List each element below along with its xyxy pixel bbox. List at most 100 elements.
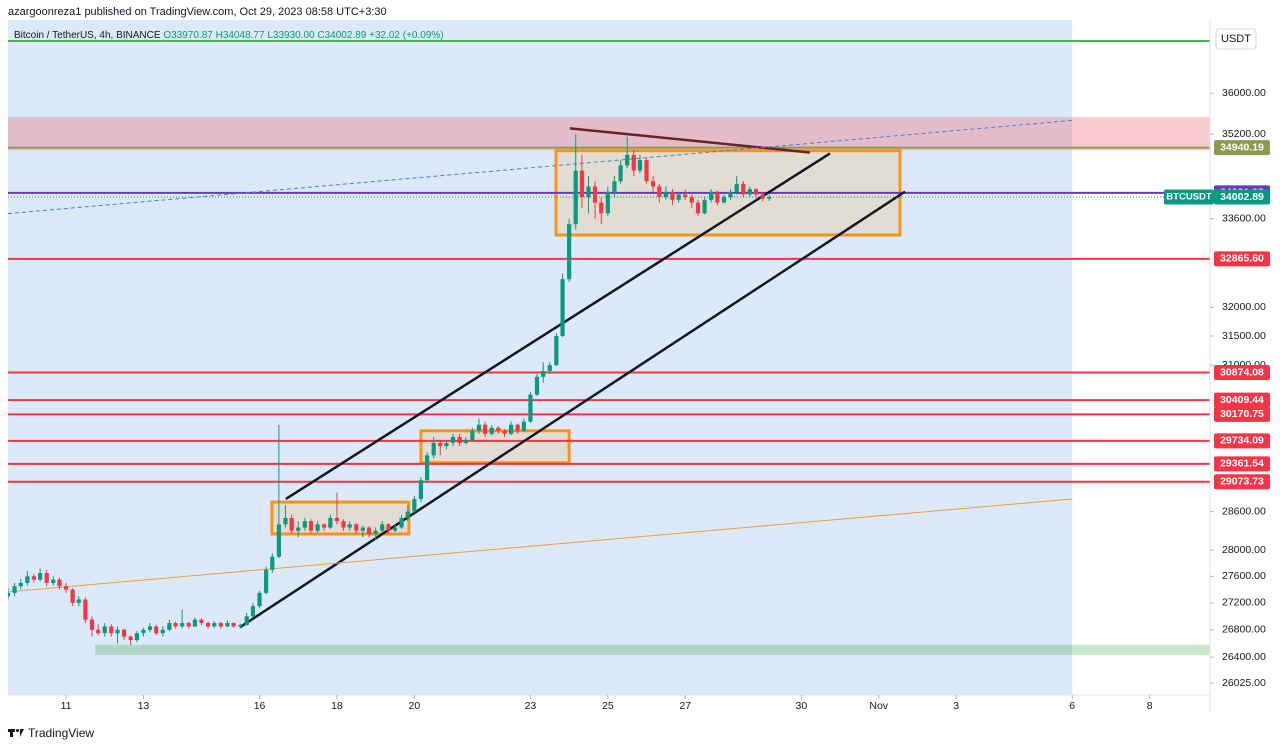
currency-box[interactable]	[1215, 28, 1257, 50]
candle-body	[392, 527, 398, 531]
candle-body	[663, 191, 668, 198]
candle-body	[347, 524, 352, 528]
candle-body	[128, 636, 133, 641]
candle-body	[386, 524, 391, 531]
candle-body	[373, 530, 378, 535]
candle-body	[199, 619, 204, 624]
candle-body	[399, 517, 404, 528]
level-label-box	[1214, 474, 1270, 490]
candle-body	[44, 573, 49, 583]
level-label-box	[1214, 456, 1270, 472]
candle-body	[225, 623, 230, 627]
candle-body	[154, 626, 159, 634]
y-tick-label: 33600.00	[1222, 212, 1266, 224]
candle-body	[322, 524, 327, 528]
candle-body	[592, 186, 598, 203]
candle-body	[270, 556, 275, 570]
candle-body	[450, 436, 456, 444]
x-tick-label: 18	[331, 700, 343, 712]
candle-body	[70, 589, 75, 603]
y-tick-label: 36000.00	[1222, 87, 1266, 99]
level-label: 30874.08	[1220, 366, 1264, 378]
x-tick-label: 6	[1069, 700, 1075, 712]
candle-body	[425, 455, 430, 481]
x-tick-label: 11	[61, 700, 72, 712]
candle-body	[341, 521, 346, 528]
candle-body	[683, 194, 688, 198]
x-tick-label: 23	[525, 700, 537, 712]
candle-body	[57, 579, 62, 587]
trend-line	[8, 119, 1073, 215]
candle-body	[238, 625, 243, 627]
y-tick-label: 26800.00	[1222, 624, 1266, 636]
level-label: 29734.09	[1220, 435, 1264, 447]
candle-body	[457, 436, 462, 444]
x-tick-label: 30	[795, 700, 807, 712]
candle-body	[83, 599, 88, 620]
candle-body	[89, 619, 95, 630]
candle-body	[554, 336, 559, 366]
candle-body	[567, 224, 572, 280]
zone	[419, 429, 571, 465]
candle-body	[618, 165, 623, 182]
candle-body	[296, 527, 301, 531]
candle-body	[12, 586, 17, 593]
x-tick-label: 20	[408, 700, 420, 712]
candle-body	[302, 521, 307, 528]
candle-body	[180, 623, 185, 627]
candle-body	[173, 623, 178, 627]
candle-body	[760, 194, 765, 199]
candle-body	[231, 623, 236, 627]
candle-body	[521, 421, 526, 431]
candle-body	[637, 160, 643, 171]
x-tick-label: 8	[1147, 700, 1153, 712]
candle-body	[63, 586, 69, 590]
level-label: 32865.60	[1220, 253, 1264, 265]
last-price-box	[1214, 189, 1270, 205]
level-label-box	[1214, 406, 1270, 422]
candle-body	[599, 202, 604, 214]
candle-body	[547, 365, 552, 371]
candle-body	[250, 606, 256, 617]
candle-body	[96, 629, 101, 634]
candle-body	[51, 579, 56, 583]
candle-body	[728, 191, 733, 198]
candle-body	[289, 517, 294, 531]
candle-body	[438, 443, 443, 447]
candle-body	[264, 569, 269, 593]
candle-body	[463, 439, 468, 444]
candle-body	[160, 629, 165, 634]
level-label: 30170.75	[1220, 408, 1264, 420]
level-label-box	[1214, 433, 1270, 449]
trend-line	[285, 152, 831, 501]
candle-body	[489, 427, 494, 434]
y-tick-label: 28000.00	[1222, 544, 1266, 556]
candle-body	[212, 623, 217, 627]
level-label-box	[1214, 392, 1270, 408]
candle-body	[134, 633, 139, 641]
candle-body	[276, 524, 281, 557]
y-tick-label: 32000.00	[1222, 301, 1266, 313]
candle-body	[676, 194, 681, 200]
candle-body	[360, 527, 365, 531]
candle-body	[715, 191, 720, 203]
candle-body	[418, 480, 424, 499]
candle-body	[218, 623, 223, 627]
high: H34048.77	[216, 30, 265, 41]
last-price-name-box	[1164, 189, 1214, 205]
candle-body	[560, 279, 565, 337]
candle-body	[657, 186, 662, 198]
published-note: azargoonreza1 published on TradingView.c…	[8, 6, 387, 18]
change: +32.02 (+0.09%)	[369, 30, 444, 41]
candle-body	[380, 524, 385, 531]
candle-body	[244, 616, 249, 626]
close: C34002.89	[317, 30, 366, 41]
zone	[8, 117, 1210, 151]
x-tick-label: 16	[254, 700, 266, 712]
level-label: 30409.44	[1220, 394, 1264, 406]
open: O33970.87	[163, 30, 213, 41]
y-tick-label: 35200.00	[1222, 128, 1266, 140]
candle-body	[483, 424, 488, 434]
candle-body	[721, 197, 727, 203]
